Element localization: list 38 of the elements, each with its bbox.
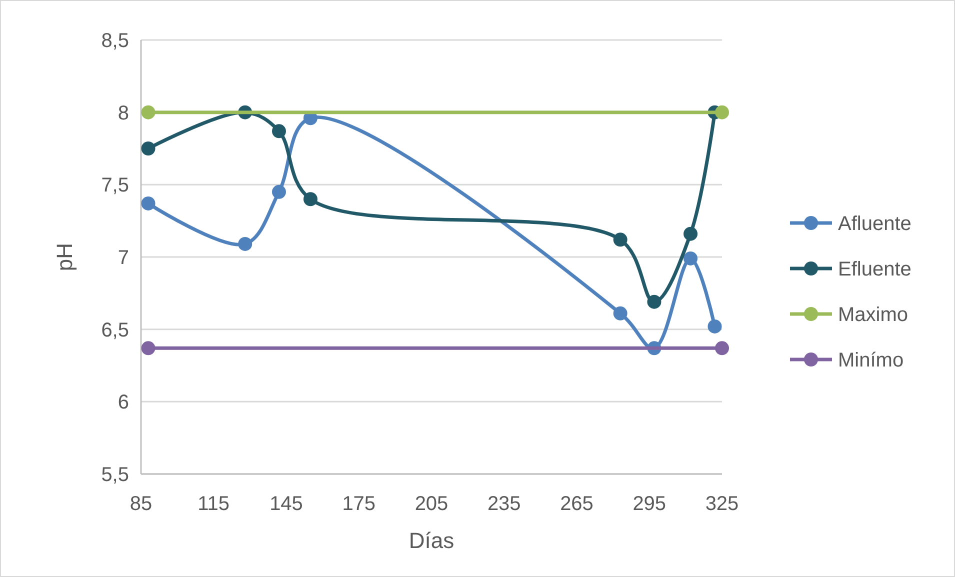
legend-label: Afluente xyxy=(838,213,912,235)
y-tick-label: 8,5 xyxy=(101,30,129,52)
legend-label: Minímo xyxy=(838,350,904,372)
x-axis-title: Días xyxy=(408,528,454,553)
point xyxy=(303,192,318,206)
y-axis-title: pH xyxy=(52,242,77,272)
point xyxy=(708,319,722,334)
x-tick-label: 85 xyxy=(130,493,152,515)
x-tick-label: 295 xyxy=(632,493,666,515)
point xyxy=(613,306,628,320)
point xyxy=(141,142,156,156)
legend-label: Efluente xyxy=(838,258,912,280)
y-tick-label: 7 xyxy=(118,247,129,269)
point xyxy=(272,184,286,199)
x-tick-label: 205 xyxy=(414,493,448,515)
point xyxy=(684,226,698,241)
x-tick-label: 235 xyxy=(487,493,521,515)
y-tick-label: 8 xyxy=(118,102,129,124)
x-tick-label: 325 xyxy=(705,493,739,515)
y-tick-label: 6 xyxy=(118,392,129,414)
x-tick-label: 115 xyxy=(198,493,230,515)
point xyxy=(141,341,156,356)
point xyxy=(647,294,662,309)
x-tick-label: 265 xyxy=(560,493,594,515)
y-tick-label: 6,5 xyxy=(101,319,129,342)
point xyxy=(141,105,156,120)
point xyxy=(272,124,286,138)
legend-label: Maximo xyxy=(838,304,908,326)
point xyxy=(684,251,698,266)
point xyxy=(715,341,729,356)
x-tick-label: 175 xyxy=(342,493,376,515)
point xyxy=(238,236,252,251)
point xyxy=(613,232,628,247)
y-tick-label: 7,5 xyxy=(101,174,129,197)
x-tick-label: 145 xyxy=(270,493,303,515)
point xyxy=(715,105,729,120)
point xyxy=(141,196,156,210)
y-tick-label: 5,5 xyxy=(101,464,129,486)
